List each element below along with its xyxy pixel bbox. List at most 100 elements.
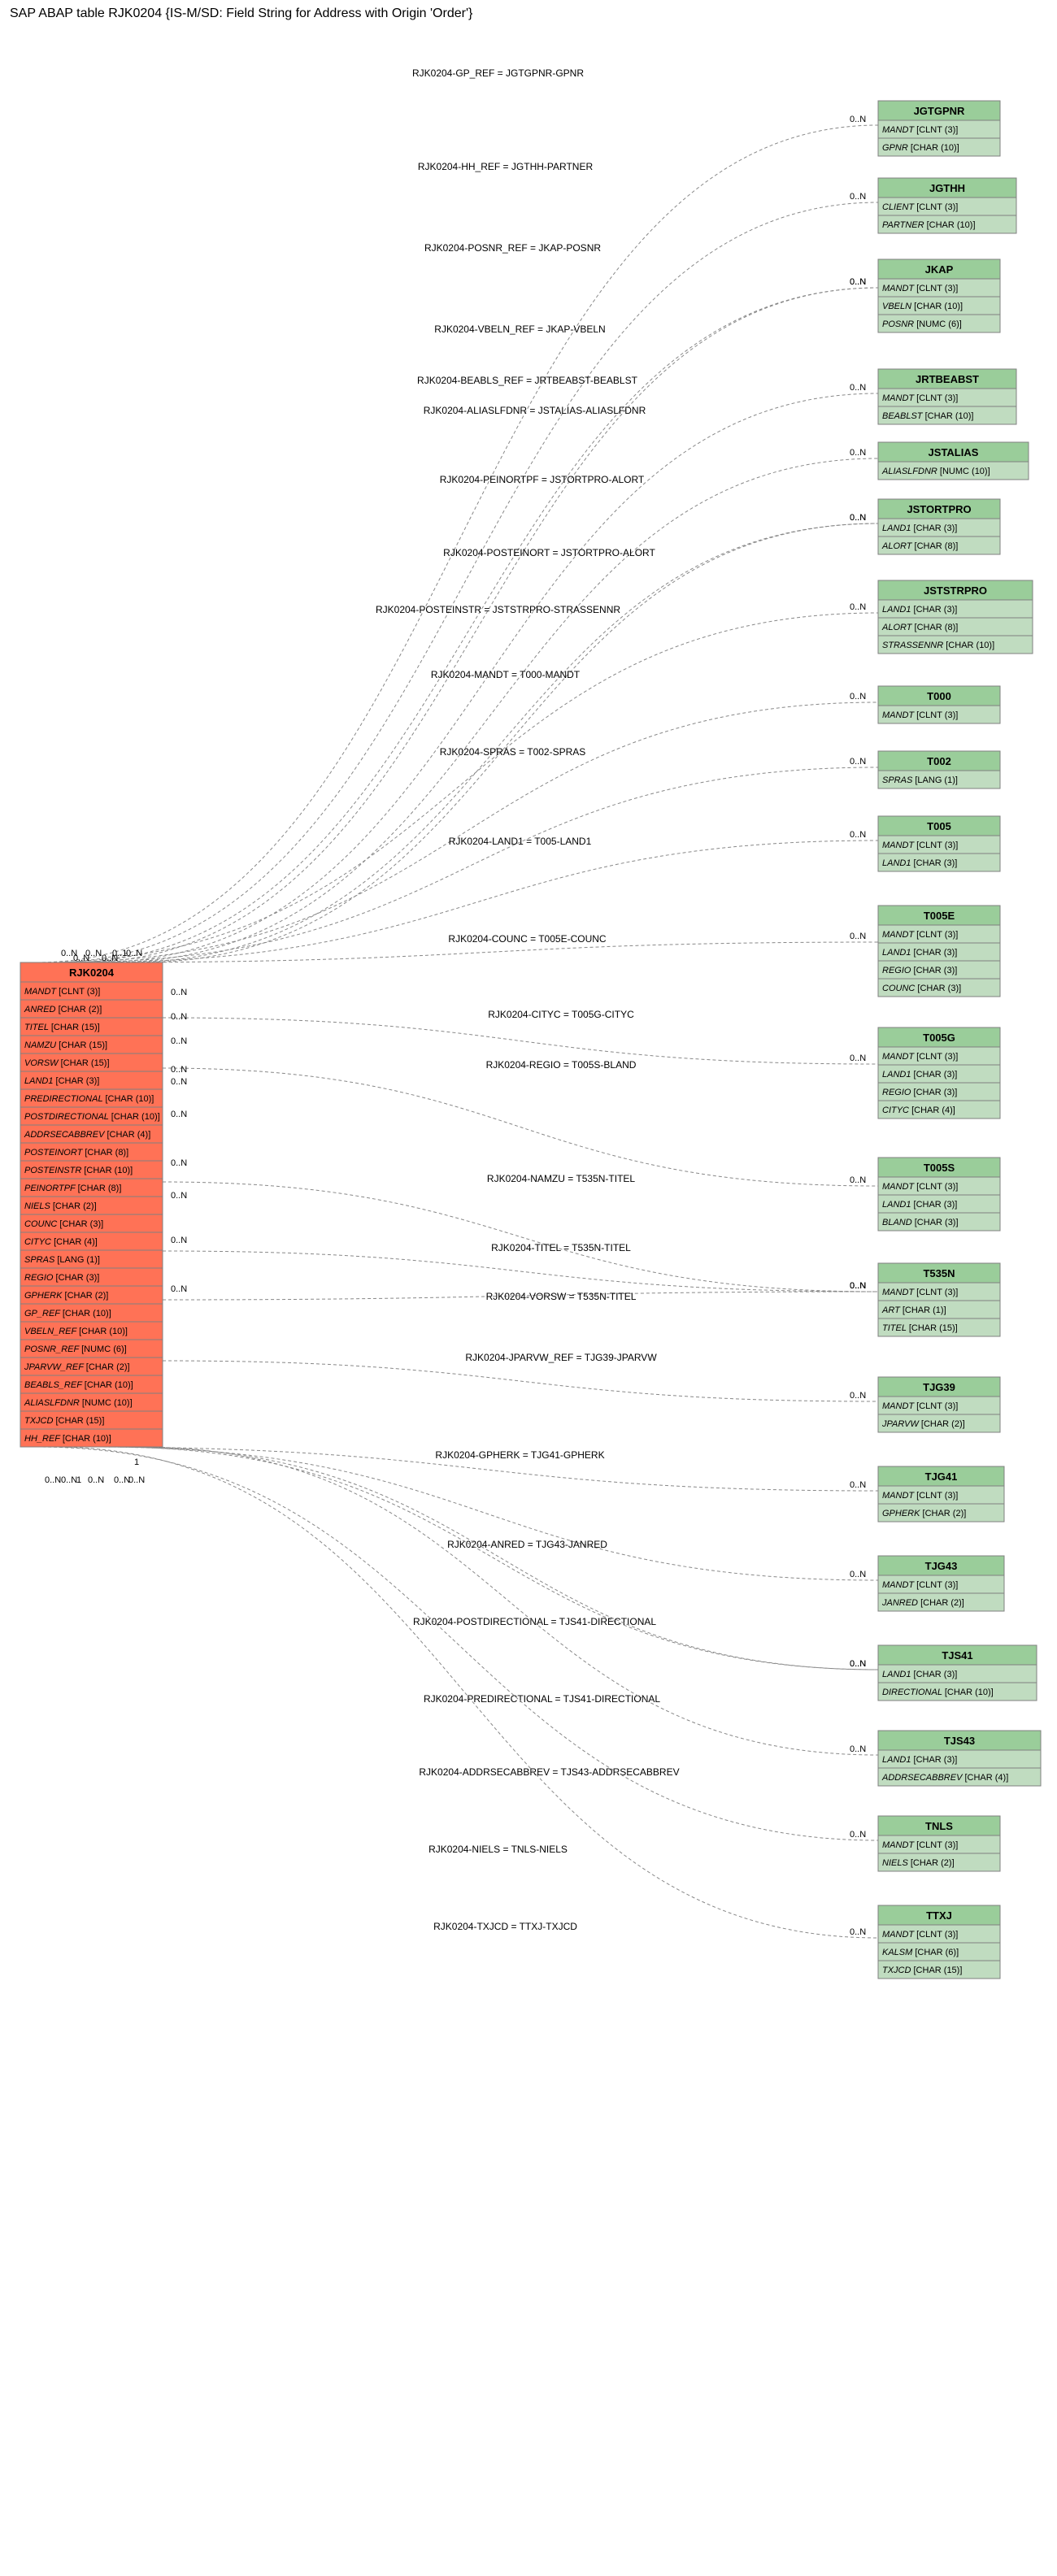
svg-text:TJG43: TJG43 <box>925 1560 958 1572</box>
ref-table: JKAPMANDT [CLNT (3)]VBELN [CHAR (10)]POS… <box>878 259 1000 332</box>
svg-text:GPHERK [CHAR (2)]: GPHERK [CHAR (2)] <box>24 1291 108 1301</box>
svg-text:RJK0204: RJK0204 <box>69 967 115 979</box>
cardinality-label: 0..N <box>171 1012 187 1022</box>
svg-text:TJG39: TJG39 <box>923 1381 955 1393</box>
cardinality-label: 0..N <box>850 115 866 124</box>
cardinality-label: 0..N <box>850 192 866 202</box>
svg-text:POSTEINSTR [CHAR (10)]: POSTEINSTR [CHAR (10)] <box>24 1166 133 1175</box>
svg-text:REGIO [CHAR (3)]: REGIO [CHAR (3)] <box>24 1273 99 1283</box>
edge-label: RJK0204-NAMZU = T535N-TITEL <box>487 1173 635 1184</box>
svg-text:ALORT [CHAR (8)]: ALORT [CHAR (8)] <box>881 541 958 551</box>
cardinality-label: 0..N <box>850 1281 866 1291</box>
svg-text:ALIASLFDNR [NUMC (10)]: ALIASLFDNR [NUMC (10)] <box>881 467 990 476</box>
svg-text:BLAND [CHAR (3)]: BLAND [CHAR (3)] <box>882 1218 959 1227</box>
edge-label: RJK0204-LAND1 = T005-LAND1 <box>449 836 592 847</box>
cardinality-label: 0..N <box>128 1475 145 1485</box>
cardinality-label: 0..N <box>850 383 866 393</box>
ref-table: JRTBEABSTMANDT [CLNT (3)]BEABLST [CHAR (… <box>878 369 1016 424</box>
svg-text:TJG41: TJG41 <box>925 1470 958 1483</box>
svg-text:STRASSENNR [CHAR (10)]: STRASSENNR [CHAR (10)] <box>882 641 994 650</box>
svg-text:VORSW [CHAR (15)]: VORSW [CHAR (15)] <box>24 1058 110 1068</box>
cardinality-label: 0..N <box>850 1927 866 1937</box>
cardinality-label: 0..N <box>171 1065 187 1075</box>
edge-label: RJK0204-COUNC = T005E-COUNC <box>448 933 607 945</box>
svg-text:VBELN_REF [CHAR (10)]: VBELN_REF [CHAR (10)] <box>24 1327 128 1336</box>
svg-text:ART [CHAR (1)]: ART [CHAR (1)] <box>881 1305 946 1315</box>
cardinality-label: 0..N <box>850 1744 866 1754</box>
cardinality-label: 0..N <box>850 1053 866 1063</box>
ref-table: TJG43MANDT [CLNT (3)]JANRED [CHAR (2)] <box>878 1556 1004 1611</box>
edge-label: RJK0204-VBELN_REF = JKAP-VBELN <box>434 324 605 335</box>
svg-text:LAND1 [CHAR (3)]: LAND1 [CHAR (3)] <box>24 1076 99 1086</box>
svg-text:POSTEINORT [CHAR (8)]: POSTEINORT [CHAR (8)] <box>24 1148 128 1158</box>
edge-label: RJK0204-GP_REF = JGTGPNR-GPNR <box>412 67 584 79</box>
svg-text:JSTALIAS: JSTALIAS <box>929 446 979 458</box>
edge-label: RJK0204-NIELS = TNLS-NIELS <box>428 1844 568 1855</box>
svg-text:LAND1 [CHAR (3)]: LAND1 [CHAR (3)] <box>882 1200 957 1210</box>
cardinality-label: 0..N <box>171 1077 187 1087</box>
ref-table: TJS41LAND1 [CHAR (3)]DIRECTIONAL [CHAR (… <box>878 1645 1037 1701</box>
svg-text:HH_REF [CHAR (10)]: HH_REF [CHAR (10)] <box>24 1434 111 1444</box>
svg-text:MANDT [CLNT (3)]: MANDT [CLNT (3)] <box>882 710 958 720</box>
svg-text:POSTDIRECTIONAL [CHAR (10)]: POSTDIRECTIONAL [CHAR (10)] <box>24 1112 160 1122</box>
svg-text:PARTNER [CHAR (10)]: PARTNER [CHAR (10)] <box>882 220 976 230</box>
svg-text:ANRED [CHAR (2)]: ANRED [CHAR (2)] <box>24 1005 102 1014</box>
ref-table: T005EMANDT [CLNT (3)]LAND1 [CHAR (3)]REG… <box>878 906 1000 997</box>
cardinality-label: 1 <box>76 1475 81 1485</box>
cardinality-label: 0..N <box>171 1191 187 1201</box>
svg-text:ADDRSECABBREV [CHAR (4)]: ADDRSECABBREV [CHAR (4)] <box>881 1773 1008 1783</box>
svg-text:MANDT [CLNT (3)]: MANDT [CLNT (3)] <box>882 1401 958 1411</box>
edge-label: RJK0204-PREDIRECTIONAL = TJS41-DIRECTION… <box>424 1693 660 1705</box>
cardinality-label: 0..N <box>850 513 866 523</box>
svg-text:JKAP: JKAP <box>925 263 954 276</box>
svg-text:T005G: T005G <box>923 1032 955 1044</box>
svg-text:LAND1 [CHAR (3)]: LAND1 [CHAR (3)] <box>882 605 957 615</box>
cardinality-label: 0..N <box>171 1158 187 1168</box>
cardinality-label: 0..N <box>171 1284 187 1294</box>
cardinality-label: 0..N <box>126 949 142 958</box>
cardinality-label: 0..N <box>850 602 866 612</box>
edge-label: RJK0204-POSNR_REF = JKAP-POSNR <box>424 242 601 254</box>
ref-table: JSTORTPROLAND1 [CHAR (3)]ALORT [CHAR (8)… <box>878 499 1000 554</box>
edge-label: RJK0204-MANDT = T000-MANDT <box>431 669 581 680</box>
svg-text:TJS41: TJS41 <box>942 1649 972 1662</box>
ref-table: T005GMANDT [CLNT (3)]LAND1 [CHAR (3)]REG… <box>878 1027 1000 1119</box>
ref-table: JSTALIAS ALIASLFDNR [NUMC (10)] <box>878 442 1029 480</box>
cardinality-label: 0..N <box>850 1175 866 1185</box>
svg-text:MANDT [CLNT (3)]: MANDT [CLNT (3)] <box>882 1052 958 1062</box>
svg-text:MANDT [CLNT (3)]: MANDT [CLNT (3)] <box>882 1930 958 1940</box>
svg-text:POSNR [NUMC (6)]: POSNR [NUMC (6)] <box>882 319 962 329</box>
cardinality-label: 0..N <box>88 1475 104 1485</box>
svg-text:CITYC [CHAR (4)]: CITYC [CHAR (4)] <box>882 1106 955 1115</box>
ref-table: T002SPRAS [LANG (1)] <box>878 751 1000 788</box>
svg-text:REGIO [CHAR (3)]: REGIO [CHAR (3)] <box>882 966 957 975</box>
cardinality-label: 0..N <box>171 988 187 997</box>
edge-label: RJK0204-ALIASLFDNR = JSTALIAS-ALIASLFDNR <box>424 405 646 416</box>
ref-table: T005MANDT [CLNT (3)]LAND1 [CHAR (3)] <box>878 816 1000 871</box>
svg-text:TXJCD [CHAR (15)]: TXJCD [CHAR (15)] <box>882 1966 962 1975</box>
svg-text:SPRAS [LANG (1)]: SPRAS [LANG (1)] <box>24 1255 100 1265</box>
svg-text:GPNR [CHAR (10)]: GPNR [CHAR (10)] <box>882 143 959 153</box>
ref-table: TJG41MANDT [CLNT (3)]GPHERK [CHAR (2)] <box>878 1466 1004 1522</box>
svg-text:KALSM [CHAR (6)]: KALSM [CHAR (6)] <box>882 1948 959 1957</box>
svg-text:MANDT [CLNT (3)]: MANDT [CLNT (3)] <box>882 125 958 135</box>
svg-text:T005E: T005E <box>924 910 955 922</box>
cardinality-label: 0..N <box>61 1475 77 1485</box>
svg-text:MANDT [CLNT (3)]: MANDT [CLNT (3)] <box>882 393 958 403</box>
ref-table: T535NMANDT [CLNT (3)]ART [CHAR (1)]TITEL… <box>878 1263 1000 1336</box>
svg-text:NIELS [CHAR (2)]: NIELS [CHAR (2)] <box>24 1201 97 1211</box>
svg-text:GP_REF [CHAR (10)]: GP_REF [CHAR (10)] <box>24 1309 111 1318</box>
ref-table: TTXJMANDT [CLNT (3)]KALSM [CHAR (6)]TXJC… <box>878 1905 1000 1979</box>
svg-text:LAND1 [CHAR (3)]: LAND1 [CHAR (3)] <box>882 948 957 958</box>
svg-text:JPARVW [CHAR (2)]: JPARVW [CHAR (2)] <box>881 1419 965 1429</box>
cardinality-label: 0..N <box>850 448 866 458</box>
ref-table: TJS43LAND1 [CHAR (3)]ADDRSECABBREV [CHAR… <box>878 1731 1041 1786</box>
svg-text:CLIENT [CLNT (3)]: CLIENT [CLNT (3)] <box>882 202 958 212</box>
main-table: RJK0204MANDT [CLNT (3)]ANRED [CHAR (2)]T… <box>20 962 163 1447</box>
svg-text:NIELS [CHAR (2)]: NIELS [CHAR (2)] <box>882 1858 955 1868</box>
svg-text:BEABLST [CHAR (10)]: BEABLST [CHAR (10)] <box>882 411 973 421</box>
ref-table: JGTHHCLIENT [CLNT (3)]PARTNER [CHAR (10)… <box>878 178 1016 233</box>
edge-label: RJK0204-GPHERK = TJG41-GPHERK <box>435 1449 604 1461</box>
svg-text:NAMZU [CHAR (15)]: NAMZU [CHAR (15)] <box>24 1040 107 1050</box>
svg-text:JSTSTRPRO: JSTSTRPRO <box>924 584 987 597</box>
